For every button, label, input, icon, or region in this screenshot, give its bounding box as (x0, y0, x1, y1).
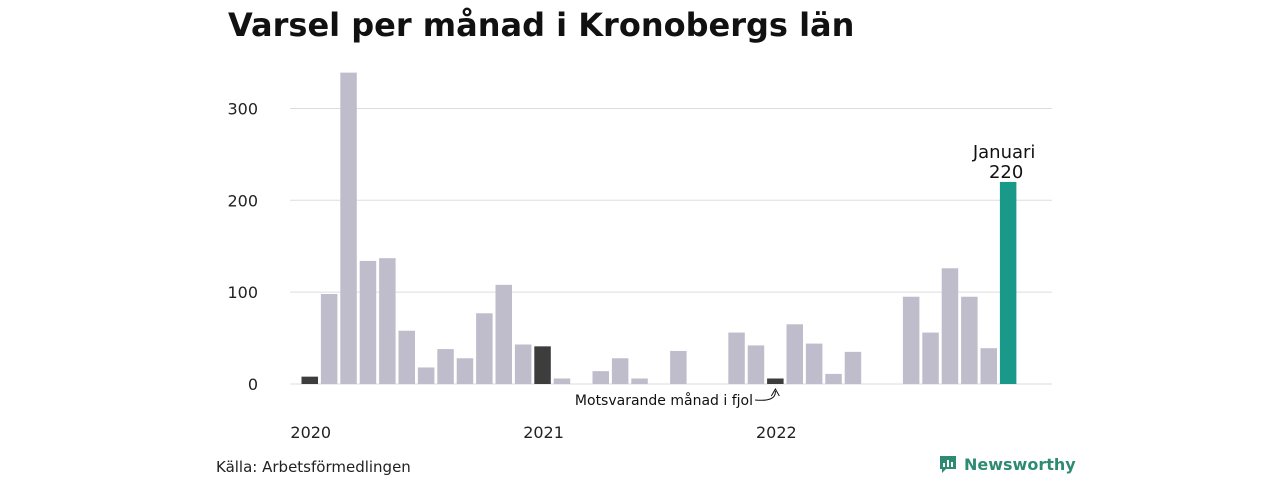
bar-2021-02 (553, 378, 571, 384)
bar-2020-05 (379, 258, 396, 384)
bar-2021-04 (592, 371, 609, 384)
bar-2022-01 (767, 378, 784, 384)
y-tick-label-200: 200 (227, 191, 258, 210)
current-value-label: 220 (989, 162, 1023, 183)
bar-2022-11 (961, 296, 978, 384)
previous-year-arrowhead (770, 387, 780, 397)
x-tick-label-2021: 2021 (523, 423, 564, 442)
brand-name: Newsworthy (964, 454, 1076, 474)
bar-2020-12 (514, 344, 532, 384)
bar-2021-05 (611, 358, 629, 384)
bar-2023-01 (999, 181, 1017, 384)
bar-2021-12 (747, 345, 765, 384)
x-tick-label-2020: 2020 (290, 423, 331, 442)
y-tick-label-100: 100 (227, 283, 258, 302)
bar-2020-08 (437, 349, 454, 384)
bar-2020-06 (398, 330, 415, 384)
bar-2020-07 (417, 367, 435, 384)
previous-year-arrow (754, 390, 776, 401)
bar-2020-03 (340, 72, 357, 384)
bar-2022-02 (786, 324, 803, 384)
bar-2021-08 (670, 350, 687, 384)
x-axis-ticks: 2020 2021 2022 (290, 423, 796, 442)
bar-chart-icon (940, 456, 956, 473)
bar-2021-11 (728, 332, 745, 384)
bar-2022-10 (941, 268, 959, 384)
bars (301, 72, 1017, 384)
previous-year-label: Motsvarande månad i fjol (575, 392, 753, 409)
bar-2020-10 (476, 313, 493, 384)
bar-2020-09 (456, 358, 474, 384)
bar-2022-12 (980, 348, 997, 384)
bar-2020-01 (301, 376, 318, 384)
chart-title: Varsel per månad i Kronobergs län (228, 6, 855, 44)
bar-2022-04 (825, 373, 842, 384)
x-tick-label-2022: 2022 (756, 423, 797, 442)
y-tick-label-0: 0 (248, 375, 258, 394)
bar-2022-09 (922, 332, 939, 384)
bar-2022-03 (805, 343, 823, 384)
source-note: Källa: Arbetsförmedlingen (216, 458, 411, 476)
brand-logo: Newsworthy (938, 454, 1076, 474)
y-tick-label-300: 300 (227, 99, 258, 118)
bar-2020-02 (320, 293, 338, 384)
bar-2022-05 (844, 351, 862, 384)
bar-2020-04 (359, 260, 377, 384)
bar-2022-08 (902, 296, 920, 384)
bar-2021-01 (534, 346, 551, 384)
bar-2021-06 (631, 378, 648, 384)
current-month-label: Januari (972, 142, 1036, 163)
bar-2020-11 (495, 284, 512, 384)
y-axis-ticks: 0 100 200 300 (227, 99, 258, 394)
